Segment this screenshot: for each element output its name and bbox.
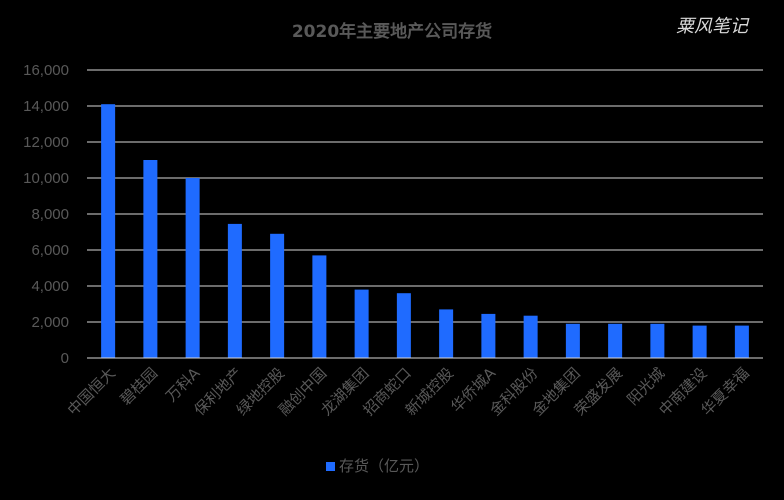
watermark-text: 粟风笔记 <box>676 16 750 37</box>
bar <box>101 104 116 358</box>
bar <box>396 293 411 358</box>
bar <box>185 178 200 358</box>
y-tick-label: 8,000 <box>31 206 69 223</box>
y-tick-label: 4,000 <box>31 278 69 295</box>
bar <box>312 255 327 358</box>
bar <box>734 325 749 358</box>
y-tick-label: 2,000 <box>31 314 69 331</box>
chart-title: 2020年主要地产公司存货 <box>292 21 492 42</box>
bar <box>692 325 707 358</box>
y-tick-label: 0 <box>61 350 69 367</box>
legend-swatch <box>326 462 335 471</box>
bar <box>143 160 158 358</box>
bar <box>523 315 538 358</box>
legend-label: 存货（亿元） <box>339 457 429 475</box>
bar <box>608 323 623 358</box>
y-tick-label: 6,000 <box>31 242 69 259</box>
bar <box>481 313 496 358</box>
y-tick-label: 16,000 <box>23 62 69 79</box>
bars <box>101 104 749 358</box>
y-axis-ticks: 0 2,000 4,000 6,000 8,000 10,000 12,000 14,000 1… <box>23 62 69 367</box>
y-tick-label: 14,000 <box>23 98 69 115</box>
bar <box>354 289 369 358</box>
grid-lines <box>87 69 763 323</box>
bar <box>439 309 454 358</box>
bar <box>650 323 665 358</box>
y-tick-label: 10,000 <box>23 170 69 187</box>
bar <box>227 223 242 358</box>
bar <box>565 323 580 358</box>
bar <box>270 233 285 358</box>
y-tick-label: 12,000 <box>23 134 69 151</box>
legend: 存货（亿元） <box>326 457 429 475</box>
